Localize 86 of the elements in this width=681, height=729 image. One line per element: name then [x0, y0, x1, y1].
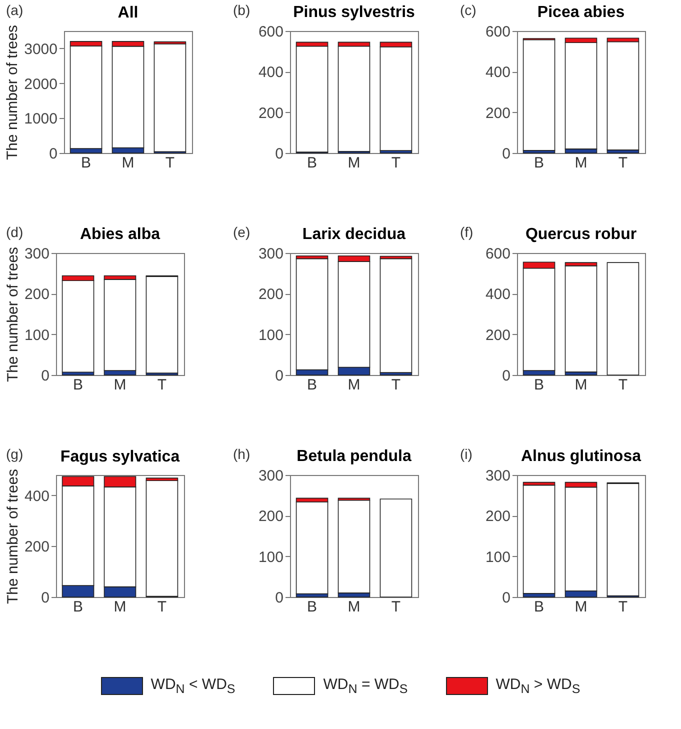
- y-tick-label: 0: [275, 368, 284, 384]
- y-axis-title: The number of trees: [4, 468, 22, 604]
- chart-title: All: [118, 4, 138, 22]
- y-tick-label: 200: [485, 508, 510, 526]
- y-tick-label: 1000: [24, 110, 58, 128]
- y-tick-label: 0: [502, 368, 510, 384]
- y-tick-label: 200: [258, 508, 284, 526]
- x-tick-label: T: [391, 154, 401, 172]
- y-tick-label: 400: [485, 286, 510, 304]
- x-tick-label: T: [618, 376, 628, 394]
- y-tick-label: 600: [485, 24, 510, 40]
- x-tick-label: T: [391, 598, 401, 616]
- y-tick-label: 200: [258, 104, 284, 122]
- y-tick-label: 0: [49, 146, 58, 162]
- y-tick-label: 0: [502, 146, 510, 162]
- x-tick-label: M: [574, 376, 588, 394]
- y-tick-label: 300: [485, 468, 510, 484]
- y-tick-label: 400: [24, 488, 50, 505]
- text: (i): [460, 446, 472, 462]
- y-tick-label: 100: [485, 548, 510, 566]
- y-tick-label: 3000: [24, 40, 58, 58]
- y-tick-label: 2000: [24, 76, 58, 93]
- x-tick-label: M: [574, 154, 588, 172]
- text: (c): [460, 2, 476, 18]
- y-tick-label: 0: [41, 590, 50, 606]
- chart-title: Pinus sylvestris: [293, 4, 416, 21]
- chart-title: Abies alba: [80, 226, 160, 243]
- legend-label: WD$_{N}$ < WD$_{S}$: [150, 676, 236, 696]
- y-tick-label: 0: [275, 146, 284, 162]
- x-tick-label: T: [157, 376, 167, 394]
- y-axis-title: The number of trees: [4, 246, 22, 382]
- legend-label: WD$_{N}$ > WD$_{S}$: [496, 676, 580, 696]
- y-tick-label: 0: [41, 368, 50, 384]
- x-tick-label: T: [165, 154, 175, 172]
- text: (f): [460, 224, 474, 240]
- y-tick-label: 200: [258, 286, 284, 304]
- x-tick-label: B: [307, 154, 318, 172]
- x-tick-label: B: [534, 154, 544, 172]
- y-tick-label: 200: [24, 286, 50, 304]
- x-tick-label: B: [534, 376, 544, 394]
- text: (a): [6, 2, 24, 18]
- y-tick-label: 600: [258, 24, 284, 40]
- x-tick-label: M: [122, 154, 134, 172]
- legend-label: WD$_{N}$ = WD$_{S}$: [323, 676, 408, 696]
- y-tick-label: 600: [485, 246, 510, 262]
- text: (b): [233, 2, 250, 18]
- y-tick-label: 400: [258, 64, 284, 82]
- y-axis-title: The number of trees: [4, 24, 22, 160]
- text: (h): [233, 446, 250, 462]
- x-tick-label: M: [574, 598, 588, 616]
- x-tick-label: M: [114, 376, 126, 394]
- text: (d): [6, 224, 24, 240]
- text: (e): [233, 224, 250, 240]
- y-tick-label: 300: [24, 246, 50, 262]
- x-tick-label: T: [618, 598, 628, 616]
- x-tick-label: M: [348, 376, 360, 394]
- text: (g): [6, 446, 24, 462]
- chart-title: Fagus sylvatica: [60, 448, 180, 466]
- y-tick-label: 200: [485, 326, 510, 344]
- x-tick-label: B: [307, 598, 318, 616]
- chart-title: Picea abies: [537, 4, 625, 21]
- x-tick-label: M: [348, 154, 360, 172]
- x-tick-label: B: [81, 154, 92, 172]
- y-tick-label: 100: [258, 548, 284, 566]
- y-tick-label: 300: [258, 468, 284, 484]
- x-tick-label: M: [114, 598, 126, 616]
- x-tick-label: B: [73, 598, 84, 616]
- chart-title: Larix decidua: [302, 226, 406, 243]
- x-tick-label: T: [391, 376, 401, 394]
- y-tick-label: 0: [275, 590, 284, 606]
- x-tick-label: B: [307, 376, 318, 394]
- x-tick-label: T: [618, 154, 628, 172]
- x-tick-label: M: [348, 598, 360, 616]
- x-tick-label: T: [157, 598, 167, 616]
- chart-title: Betula pendula: [296, 448, 412, 465]
- y-tick-label: 200: [24, 538, 50, 556]
- y-tick-label: 200: [485, 104, 510, 122]
- y-tick-label: 100: [258, 326, 284, 344]
- y-tick-label: 400: [485, 64, 510, 82]
- y-tick-label: 300: [258, 246, 284, 262]
- chart-title: Alnus glutinosa: [521, 448, 642, 465]
- x-tick-label: B: [534, 598, 544, 616]
- x-tick-label: B: [73, 376, 84, 394]
- y-tick-label: 0: [502, 590, 510, 606]
- y-tick-label: 100: [24, 326, 50, 344]
- chart-title: Quercus robur: [525, 226, 637, 243]
